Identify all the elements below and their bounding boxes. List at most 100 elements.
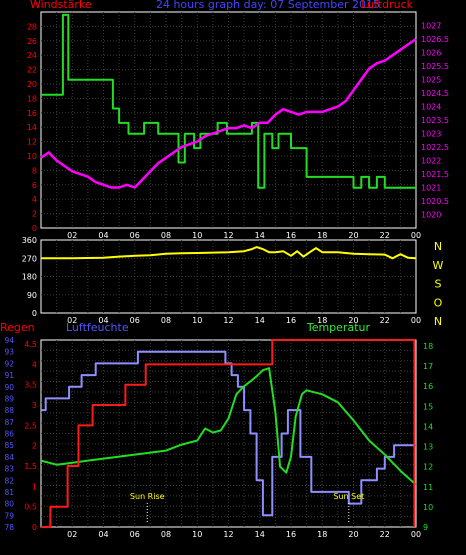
direction-compass-label: O <box>434 296 443 309</box>
wind-pressure-xtick: 00 <box>411 231 421 240</box>
rain-humidity-temp-xtick: 18 <box>317 530 327 539</box>
temperature-ytick: 17 <box>423 362 433 371</box>
temperature-axis-title: Temperatur <box>306 321 371 334</box>
wind-ytick: 20 <box>27 80 37 89</box>
rain-ytick: 3 <box>32 401 37 410</box>
wind-ytick: 12 <box>27 138 37 147</box>
rain-humidity-temp-xtick: 14 <box>255 530 265 539</box>
rain-humidity-temp-xtick: 10 <box>192 530 202 539</box>
direction-xtick: 08 <box>161 316 171 325</box>
direction-ytick: 180 <box>22 273 37 282</box>
direction-ytick: 270 <box>22 254 37 263</box>
temperature-ytick: 11 <box>423 483 433 492</box>
temperature-ytick: 10 <box>423 503 433 512</box>
rain-humidity-temp-xtick: 22 <box>380 530 390 539</box>
wind-pressure-xtick: 14 <box>255 231 265 240</box>
pressure-ytick: 1025.5 <box>421 62 449 71</box>
direction-xtick: 00 <box>411 316 421 325</box>
header-center-title: 24 hours graph day: 07 September 2015 <box>156 0 380 11</box>
temperature-ytick: 14 <box>423 422 433 431</box>
wind-ytick: 4 <box>32 195 37 204</box>
rain-ytick: 1 <box>32 482 37 491</box>
pressure-series-line <box>40 37 417 189</box>
rain-series-line <box>41 339 416 528</box>
pressure-ytick: 1023 <box>421 130 441 139</box>
wind-pressure-xtick: 06 <box>130 231 140 240</box>
humidity-ytick: 87 <box>4 418 14 427</box>
humidity-ytick: 93 <box>4 348 14 357</box>
direction-xtick: 10 <box>192 316 202 325</box>
pressure-ytick: 1027 <box>421 22 441 31</box>
humidity-ytick: 92 <box>4 359 14 368</box>
wind-pressure-xtick: 08 <box>161 231 171 240</box>
pressure-ytick: 1026.5 <box>421 35 449 44</box>
humidity-ytick: 78 <box>4 523 14 532</box>
direction-ytick: 360 <box>22 236 37 245</box>
wind-pressure-xtick: 04 <box>98 231 108 240</box>
wind-ytick: 2 <box>32 210 37 219</box>
wind-ytick: 0 <box>32 224 37 233</box>
rain-ytick: 4.5 <box>24 340 37 349</box>
sunrise-label: Sun Rise <box>130 492 165 501</box>
humidity-axis-title: Luftfeuchte <box>66 321 129 334</box>
header-right-title: Luftdruck <box>361 0 413 11</box>
wind-ytick: 22 <box>27 66 37 75</box>
rain-ytick: 3.5 <box>24 381 37 390</box>
wind-ytick: 16 <box>27 109 37 118</box>
rain-humidity-temp-xtick: 08 <box>161 530 171 539</box>
wind-pressure-xtick: 10 <box>192 231 202 240</box>
wind-pressure-xtick: 20 <box>348 231 358 240</box>
labels-layer: 02 04 06 08 10 12 14 16 18 20 22 000246810121416182… <box>0 22 449 540</box>
temperature-ytick: 12 <box>423 463 433 472</box>
temperature-series-line <box>40 367 417 486</box>
humidity-ytick: 86 <box>4 430 14 439</box>
pressure-ytick: 1021.5 <box>421 170 449 179</box>
pressure-ytick: 1020.5 <box>421 197 449 206</box>
temperature-ytick: 15 <box>423 402 433 411</box>
rain-humidity-temp-xtick: 00 <box>411 530 421 539</box>
humidity-ytick: 88 <box>4 406 14 415</box>
humidity-ytick: 91 <box>4 371 14 380</box>
wind-ytick: 24 <box>27 51 37 60</box>
temperature-ytick: 16 <box>423 382 433 391</box>
direction-xtick: 16 <box>286 316 296 325</box>
series-layer <box>40 13 417 528</box>
pressure-ytick: 1024 <box>421 103 441 112</box>
grid-layer <box>40 11 417 528</box>
pressure-ytick: 1025 <box>421 76 441 85</box>
rain-humidity-temp-xtick: 02 <box>67 530 77 539</box>
pressure-ytick: 1022 <box>421 157 441 166</box>
direction-xtick: 12 <box>223 316 233 325</box>
wind-ytick: 14 <box>27 123 37 132</box>
humidity-ytick: 84 <box>4 453 14 462</box>
humidity-ytick: 81 <box>4 488 14 497</box>
direction-compass-label: W <box>433 259 444 272</box>
direction-series-line <box>41 246 417 260</box>
wind-ytick: 26 <box>27 37 37 46</box>
wind-ytick: 6 <box>32 181 37 190</box>
pressure-ytick: 1020 <box>421 211 441 220</box>
rain-humidity-temp-xtick: 20 <box>348 530 358 539</box>
direction-compass-label: N <box>434 315 442 328</box>
humidity-ytick: 90 <box>4 383 14 392</box>
pressure-ytick: 1023.5 <box>421 116 449 125</box>
wind-pressure-xtick: 16 <box>286 231 296 240</box>
humidity-ytick: 80 <box>4 500 14 509</box>
humidity-series-line <box>41 350 416 517</box>
temperature-ytick: 9 <box>423 523 428 532</box>
rain-humidity-temp-xtick: 06 <box>130 530 140 539</box>
direction-xtick: 20 <box>348 316 358 325</box>
humidity-ytick: 79 <box>4 511 14 520</box>
direction-xtick: 14 <box>255 316 265 325</box>
direction-xtick: 06 <box>130 316 140 325</box>
rain-ytick: 1.5 <box>24 462 37 471</box>
wind-ytick: 8 <box>32 166 37 175</box>
pressure-ytick: 1022.5 <box>421 143 449 152</box>
pressure-ytick: 1026 <box>421 49 441 58</box>
wind-pressure-xtick: 22 <box>380 231 390 240</box>
wind-ytick: 18 <box>27 94 37 103</box>
humidity-ytick: 89 <box>4 394 14 403</box>
wind-pressure-xtick: 02 <box>67 231 77 240</box>
pressure-ytick: 1024.5 <box>421 89 449 98</box>
